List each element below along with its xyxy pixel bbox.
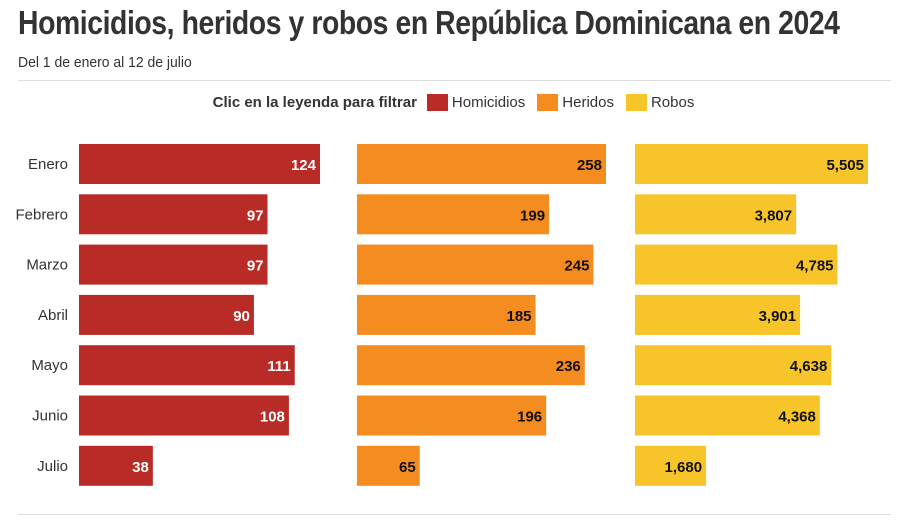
legend-title: Clic en la leyenda para filtrar (212, 94, 417, 111)
data-label: 245 (564, 258, 589, 275)
bar-robos[interactable] (635, 144, 868, 184)
data-label: 258 (577, 157, 602, 174)
legend-swatch (625, 94, 647, 111)
category-label: Junio (32, 408, 68, 425)
bar-robos[interactable] (635, 194, 797, 235)
category-label: Enero (28, 156, 68, 173)
bar-homicidios[interactable] (79, 244, 268, 285)
data-label: 97 (247, 258, 264, 275)
data-label: 4,368 (778, 409, 816, 426)
category-label: Mayo (31, 357, 68, 374)
legend-swatch (426, 94, 448, 111)
data-label: 38 (132, 459, 149, 476)
bar-heridos[interactable] (357, 445, 420, 486)
bar-heridos[interactable] (357, 395, 547, 436)
data-label: 236 (556, 358, 581, 375)
bar-heridos[interactable] (357, 144, 606, 184)
bar-robos[interactable] (635, 395, 820, 436)
legend-swatch (537, 94, 559, 111)
legend: Clic en la leyenda para filtrar Homicidi… (0, 94, 913, 111)
category-label: Marzo (26, 257, 68, 274)
legend-item-robos[interactable]: Robos (625, 94, 695, 111)
chart-title: Homicidios, heridos y robos en República… (18, 4, 840, 41)
bar-robos[interactable] (635, 244, 838, 285)
bar-homicidios[interactable] (79, 395, 289, 436)
data-label: 199 (520, 207, 545, 224)
bottom-divider (18, 514, 891, 515)
data-label: 111 (267, 358, 290, 375)
legend-label: Robos (650, 94, 695, 111)
chart-subtitle: Del 1 de enero al 12 de julio (18, 54, 192, 71)
data-label: 124 (291, 157, 317, 174)
data-label: 196 (517, 409, 542, 426)
bar-heridos[interactable] (357, 345, 585, 386)
data-label: 4,785 (796, 258, 834, 275)
category-label: Febrero (15, 206, 68, 223)
bar-homicidios[interactable] (79, 194, 268, 235)
category-label: Abril (38, 307, 68, 324)
bar-robos[interactable] (635, 445, 707, 486)
bar-heridos[interactable] (357, 194, 550, 235)
data-label: 3,901 (759, 308, 797, 325)
data-label: 185 (507, 308, 532, 325)
bar-robos[interactable] (635, 345, 832, 386)
top-divider (18, 80, 891, 81)
category-label: Julio (37, 458, 68, 475)
bar-heridos[interactable] (357, 244, 594, 285)
data-label: 1,680 (665, 459, 703, 476)
bar-homicidios[interactable] (79, 144, 320, 184)
data-label: 97 (247, 207, 264, 224)
data-label: 108 (260, 409, 285, 426)
legend-label: Heridos (562, 94, 614, 111)
bar-homicidios[interactable] (79, 294, 254, 335)
data-label: 5,505 (826, 157, 864, 174)
legend-label: Homicidios (451, 94, 526, 111)
bar-heridos[interactable] (357, 294, 536, 335)
bar-robos[interactable] (635, 294, 801, 335)
data-label: 3,807 (755, 207, 793, 224)
bar-homicidios[interactable] (79, 345, 295, 386)
data-label: 90 (233, 308, 250, 325)
data-label: 65 (399, 459, 416, 476)
legend-item-heridos[interactable]: Heridos (537, 94, 614, 111)
data-label: 4,638 (790, 358, 828, 375)
legend-item-homicidios[interactable]: Homicidios (426, 94, 526, 111)
bar-homicidios[interactable] (79, 445, 153, 486)
